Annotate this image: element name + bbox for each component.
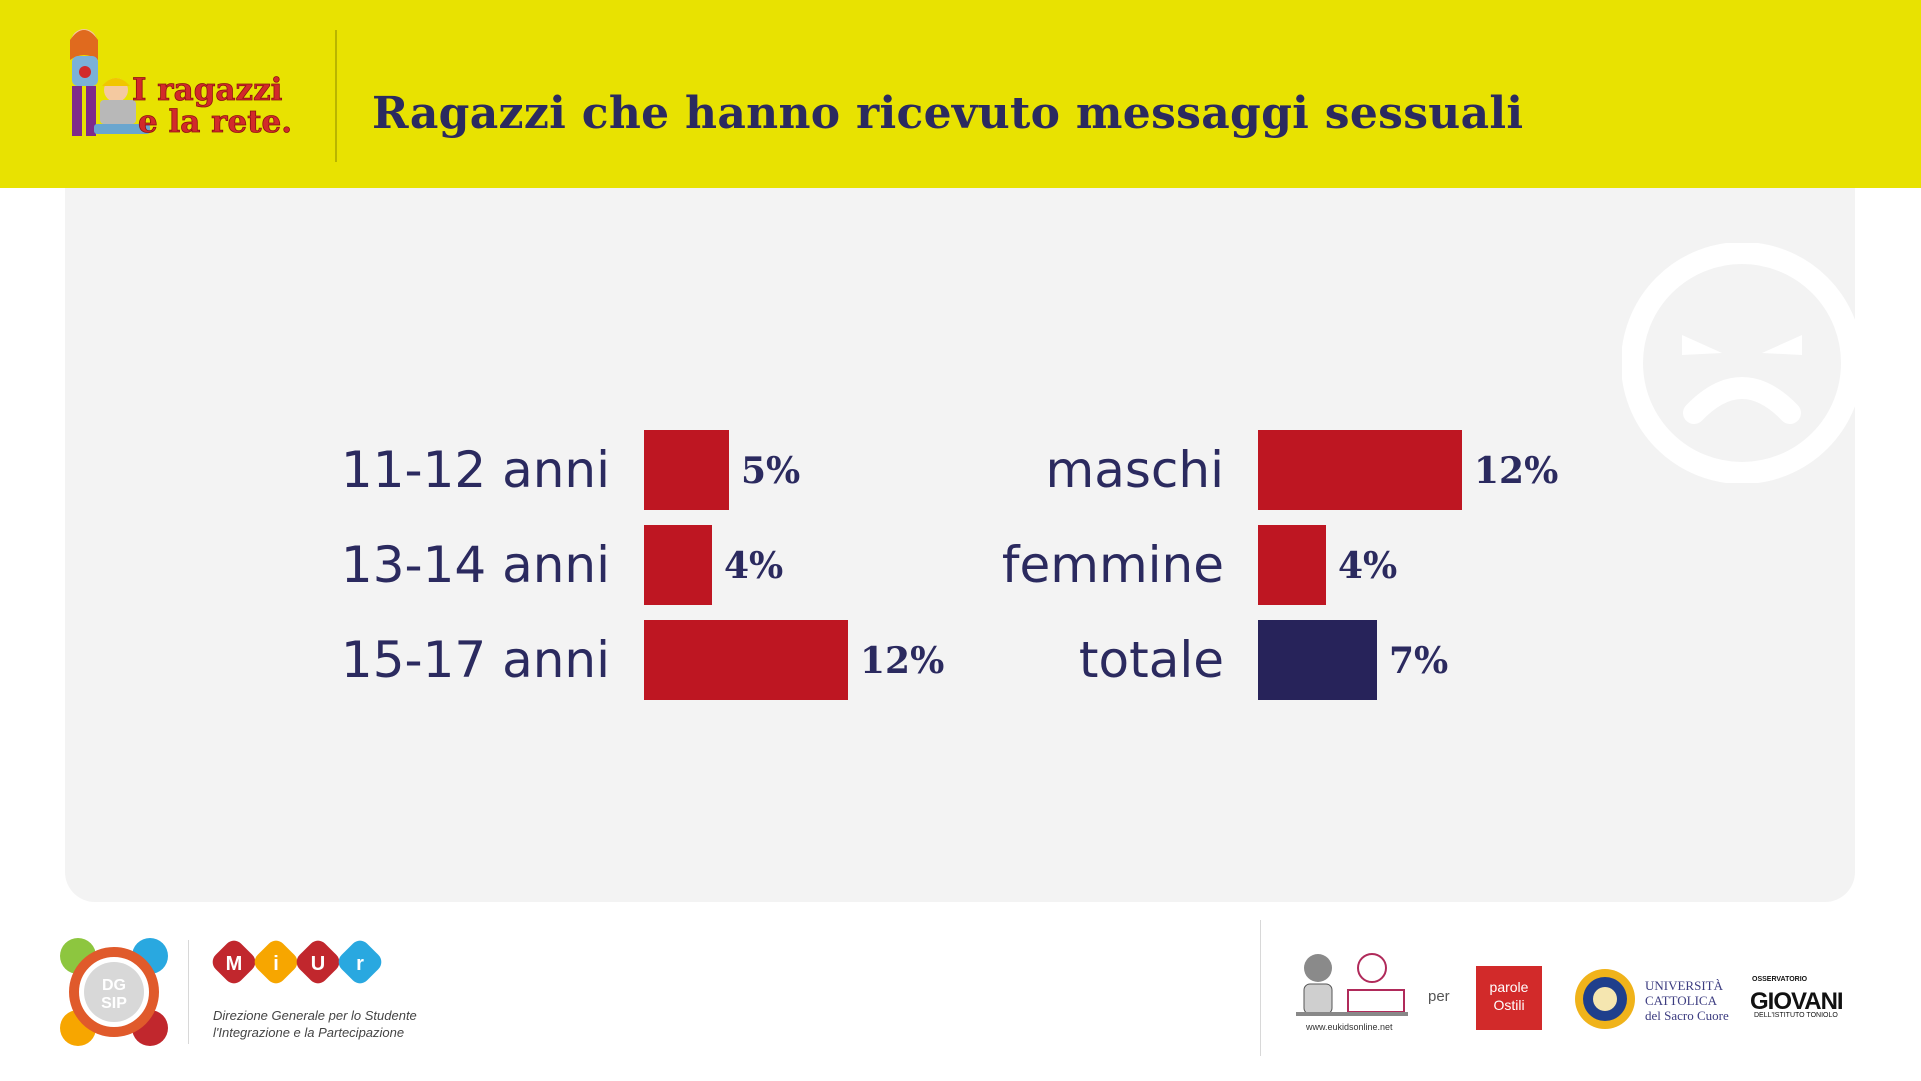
- category-label: 13-14 anni: [341, 536, 610, 594]
- cattolica-line-1: UNIVERSITÀ: [1645, 978, 1723, 993]
- bar: [644, 430, 729, 510]
- giovani-logo: GIOVANI: [1750, 988, 1844, 1015]
- cattolica-seal-icon: [1575, 969, 1635, 1029]
- dgsip-text-2: SIP: [101, 995, 127, 1012]
- page-title: Ragazzi che hanno ricevuto messaggi sess…: [372, 88, 1524, 139]
- miur-logo: M i U r: [212, 940, 382, 984]
- value-label: 12%: [1474, 450, 1558, 492]
- dgsip-logo: DG SIP: [60, 938, 168, 1046]
- value-label: 7%: [1389, 640, 1448, 682]
- miur-caption-line-2: l'Integrazione e la Partecipazione: [213, 1025, 405, 1040]
- value-label: 4%: [1338, 545, 1397, 587]
- miur-letter-r: r: [356, 953, 364, 975]
- value-label: 5%: [741, 450, 800, 492]
- category-label: 15-17 anni: [341, 631, 610, 689]
- category-label: totale: [1079, 631, 1224, 689]
- eu-kids-online-logo: [1296, 953, 1408, 1016]
- footer-divider-right: [1260, 920, 1261, 1056]
- miur-caption-line-1: Direzione Generale per lo Studente: [213, 1008, 417, 1023]
- eukids-url[interactable]: www.eukidsonline.net: [1306, 1022, 1393, 1032]
- sad-face-icon: [1622, 243, 1855, 483]
- miur-letter-i: i: [273, 953, 279, 975]
- bar: [1258, 430, 1462, 510]
- category-label: maschi: [1046, 441, 1224, 499]
- bar: [644, 620, 848, 700]
- cattolica-line-2: CATTOLICA: [1645, 993, 1717, 1008]
- i-ragazzi-e-la-rete-logo: I ragazzi e la rete.: [70, 29, 292, 140]
- parole-text-1: parole: [1489, 979, 1529, 995]
- giovani-top-text: OSSERVATORIO: [1752, 976, 1808, 983]
- bar: [1258, 620, 1377, 700]
- bar: [644, 525, 712, 605]
- miur-letter-m: M: [226, 953, 243, 975]
- logo-text-line-1: I ragazzi: [132, 72, 282, 108]
- chart-panel: [65, 188, 1855, 902]
- cattolica-line-3: del Sacro Cuore: [1645, 1008, 1729, 1023]
- parole-ostili-logo: parole Ostili: [1476, 966, 1542, 1030]
- category-label: 11-12 anni: [341, 441, 610, 499]
- header-divider: [335, 30, 337, 162]
- footer-divider: [188, 940, 189, 1044]
- value-label: 4%: [724, 545, 783, 587]
- bar: [1258, 525, 1326, 605]
- header-bar: I ragazzi e la rete. Ragazzi che hanno r…: [0, 0, 1921, 188]
- per-label: per: [1428, 988, 1450, 1005]
- logo-text-line-2: e la rete.: [138, 104, 292, 140]
- miur-letter-u: U: [311, 953, 325, 975]
- value-label: 12%: [860, 640, 944, 682]
- dgsip-text-1: DG: [102, 977, 126, 994]
- chart-marks: 11-12 anni 5% 13-14 anni 4% 15-17 anni 12% mas…: [341, 430, 1558, 700]
- category-label: femmine: [1002, 536, 1224, 594]
- parole-text-2: Ostili: [1493, 997, 1525, 1013]
- giovani-sub-text: DELL'ISTITUTO TONIOLO: [1754, 1012, 1838, 1019]
